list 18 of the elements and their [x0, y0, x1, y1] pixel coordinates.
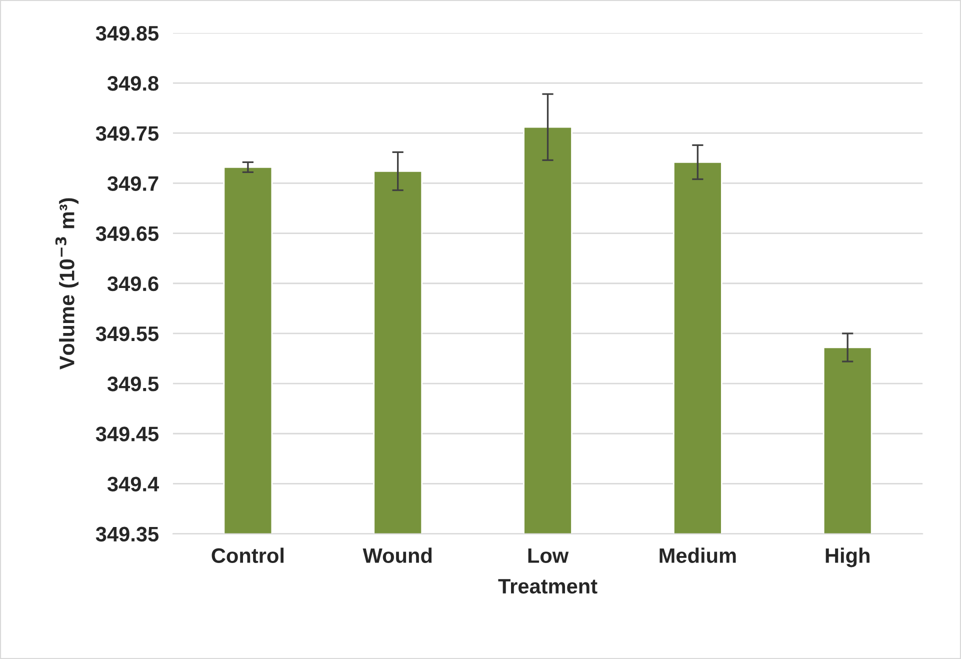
y-tick-label: 349.65 — [96, 226, 159, 242]
x-tick-label: Medium — [660, 548, 736, 563]
y-tick-label: 349.6 — [107, 276, 158, 292]
y-tick-label: 349.7 — [107, 176, 158, 191]
y-tick-label: 349.75 — [96, 126, 159, 141]
y-tick-label: 349.45 — [96, 426, 159, 442]
x-tick-label: Low — [528, 548, 569, 563]
y-tick-label: 349.5 — [107, 376, 159, 392]
y-tick-label: 349.4 — [107, 476, 159, 492]
y-tick-label: 349.55 — [96, 326, 159, 342]
x-axis-title: Treatment — [498, 579, 598, 594]
y-axis-title: Volume (10$^{−3}$ m³) — [55, 198, 78, 370]
y-tick-label: 349.8 — [107, 76, 158, 91]
x-tick-label: Wound — [362, 548, 432, 563]
y-tick-label: 349.85 — [96, 26, 159, 41]
x-tick-label: Control — [212, 548, 284, 563]
y-tick-label: 349.35 — [96, 526, 159, 542]
x-tick-label: High — [826, 548, 870, 568]
